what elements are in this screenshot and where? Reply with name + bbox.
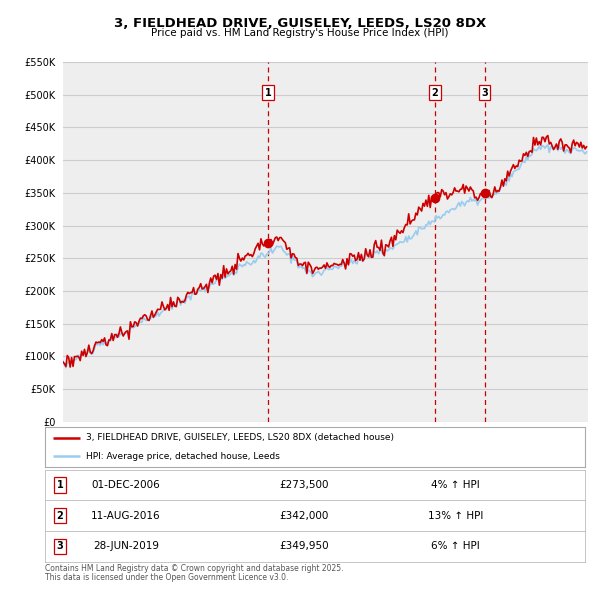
Text: This data is licensed under the Open Government Licence v3.0.: This data is licensed under the Open Gov…: [45, 573, 289, 582]
Text: 01-DEC-2006: 01-DEC-2006: [92, 480, 160, 490]
Text: Contains HM Land Registry data © Crown copyright and database right 2025.: Contains HM Land Registry data © Crown c…: [45, 565, 343, 573]
Text: 28-JUN-2019: 28-JUN-2019: [93, 542, 159, 551]
Text: 3, FIELDHEAD DRIVE, GUISELEY, LEEDS, LS20 8DX (detached house): 3, FIELDHEAD DRIVE, GUISELEY, LEEDS, LS2…: [86, 434, 394, 442]
Text: 2: 2: [57, 511, 64, 520]
Text: 13% ↑ HPI: 13% ↑ HPI: [428, 511, 483, 520]
Text: £342,000: £342,000: [280, 511, 329, 520]
Text: 2: 2: [431, 87, 439, 97]
Text: 6% ↑ HPI: 6% ↑ HPI: [431, 542, 480, 551]
Text: 3: 3: [481, 87, 488, 97]
Text: 3: 3: [57, 542, 64, 551]
Text: 3, FIELDHEAD DRIVE, GUISELEY, LEEDS, LS20 8DX: 3, FIELDHEAD DRIVE, GUISELEY, LEEDS, LS2…: [114, 17, 486, 30]
Text: HPI: Average price, detached house, Leeds: HPI: Average price, detached house, Leed…: [86, 452, 280, 461]
Text: 1: 1: [265, 87, 272, 97]
Text: 11-AUG-2016: 11-AUG-2016: [91, 511, 161, 520]
Text: 1: 1: [57, 480, 64, 490]
Text: £273,500: £273,500: [280, 480, 329, 490]
Text: Price paid vs. HM Land Registry's House Price Index (HPI): Price paid vs. HM Land Registry's House …: [151, 28, 449, 38]
Text: 4% ↑ HPI: 4% ↑ HPI: [431, 480, 480, 490]
Text: £349,950: £349,950: [280, 542, 329, 551]
